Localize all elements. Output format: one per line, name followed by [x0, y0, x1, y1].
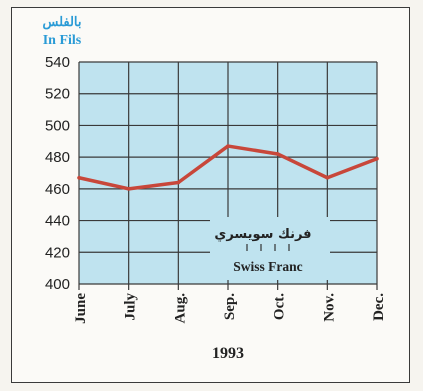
x-axis-label: 1993 [212, 345, 244, 362]
data-point [77, 175, 81, 180]
data-point [275, 152, 280, 156]
y-tick-label: 420 [45, 244, 70, 261]
y-tick-label: 500 [45, 117, 70, 134]
y-axis-ticks: 540 520 500 480 460 440 420 400 [45, 54, 70, 293]
legend-box [210, 217, 330, 280]
y-tick-label: 440 [45, 213, 70, 230]
x-tick-label: Oct. [272, 293, 288, 320]
y-tick-label: 460 [45, 181, 70, 198]
data-point [126, 187, 131, 191]
data-point [176, 180, 181, 185]
x-tick-label: July [123, 293, 139, 321]
x-tick-label: Sep. [222, 293, 238, 320]
x-tick-label: Dec. [371, 293, 387, 321]
series-points [77, 144, 379, 191]
y-tick-label: 480 [45, 149, 70, 166]
x-tick-label: Nov. [321, 293, 337, 322]
x-tick-label: Aug. [172, 293, 188, 324]
unit-label-english: In Fils [43, 33, 82, 48]
y-tick-label: 520 [45, 86, 70, 103]
x-tick-label: June [73, 293, 89, 324]
data-point [325, 175, 330, 180]
y-tick-label: 400 [45, 276, 70, 293]
data-point [375, 156, 379, 161]
data-point [226, 144, 230, 148]
unit-label-arabic: بالفلس [43, 14, 82, 30]
legend-label-arabic: فرنك سويسري [214, 227, 311, 242]
x-axis-ticks: June July Aug. Sep. Oct. Nov. Dec. [73, 293, 387, 324]
legend-label-english: Swiss Franc [233, 259, 302, 274]
y-tick-label: 540 [45, 54, 70, 71]
